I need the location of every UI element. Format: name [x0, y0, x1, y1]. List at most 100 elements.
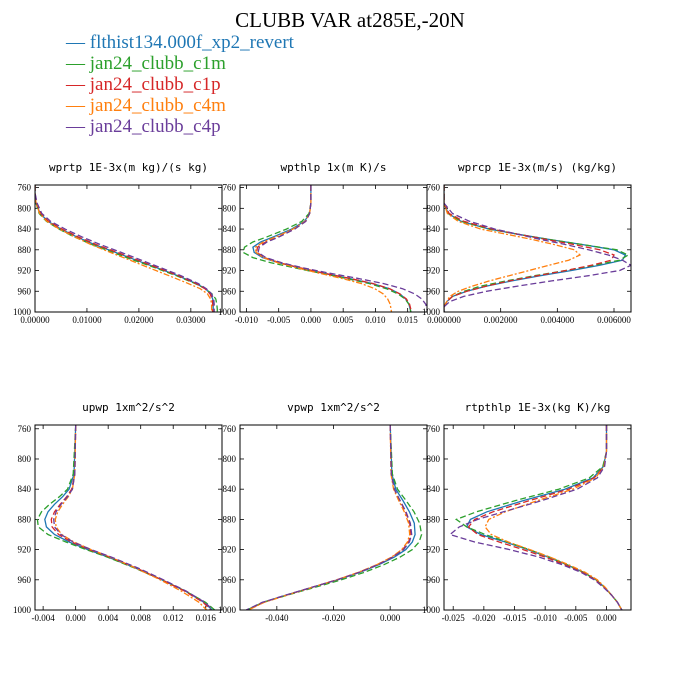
- panel-3: wprcp 1E-3x(m/s) (kg/kg) 760 800 840 880 920 9…: [422, 161, 632, 325]
- x-tick-label: 0.000000: [427, 315, 461, 325]
- x-tick-label: 0.015: [398, 315, 419, 325]
- y-tick-label: 960: [427, 575, 441, 585]
- x-tick-label: -0.020: [472, 613, 496, 623]
- panel-1: wprtp 1E-3x(m kg)/(s kg) 760 800 840 880 920 9…: [13, 161, 223, 325]
- legend-item: — jan24_clubb_c4m: [65, 95, 226, 116]
- x-tick-label: -0.040: [265, 613, 289, 623]
- y-tick-label: 840: [427, 224, 441, 234]
- plot-frame: [443, 424, 632, 611]
- y-tick-label: 920: [223, 266, 237, 276]
- y-tick-label: 960: [18, 286, 32, 296]
- series-line: [254, 185, 393, 312]
- x-tick-label: 0.005: [333, 315, 354, 325]
- series-line: [448, 425, 623, 610]
- y-tick-label: 800: [18, 203, 32, 213]
- y-tick-label: 920: [223, 545, 237, 555]
- series-line: [54, 425, 208, 610]
- series-line: [245, 425, 413, 610]
- panel-title: rtpthlp 1E-3x(kg K)/kg: [465, 401, 611, 414]
- x-tick-label: 0.016: [196, 613, 217, 623]
- series-line: [35, 185, 214, 312]
- x-tick-label: 0.004000: [540, 315, 574, 325]
- y-tick-label: 840: [223, 484, 237, 494]
- x-tick-label: 0.008: [131, 613, 152, 623]
- figure-title: CLUBB VAR at285E,-20N: [235, 8, 465, 32]
- y-tick-label: 960: [18, 575, 32, 585]
- x-tick-label: -0.015: [503, 613, 527, 623]
- y-tick-label: 1000: [218, 307, 237, 317]
- y-tick-label: 920: [427, 266, 441, 276]
- x-tick-label: -0.005: [267, 315, 291, 325]
- x-tick-label: 0.000: [596, 613, 617, 623]
- y-tick-label: 840: [223, 224, 237, 234]
- panel-2: wpthlp 1x(m K)/s7608008408809209601000-0…: [218, 161, 428, 325]
- y-tick-label: 960: [427, 286, 441, 296]
- y-tick-label: 880: [18, 245, 32, 255]
- panel-title: wprcp 1E-3x(m/s) (kg/kg): [458, 161, 617, 174]
- panel-title: vpwp 1xm^2/s^2: [287, 401, 380, 414]
- series-line: [444, 185, 627, 312]
- x-tick-label: 0.000: [66, 613, 87, 623]
- series-line: [53, 425, 214, 610]
- y-tick-label: 880: [18, 514, 32, 524]
- series-line: [35, 185, 215, 312]
- y-tick-label: 760: [18, 183, 32, 193]
- y-tick-label: 1000: [422, 307, 441, 317]
- y-tick-label: 920: [18, 545, 32, 555]
- legend-item: — jan24_clubb_c4p: [65, 116, 221, 137]
- y-tick-label: 880: [427, 514, 441, 524]
- y-tick-label: 880: [427, 245, 441, 255]
- legend-item: — jan24_clubb_c1p: [65, 74, 221, 95]
- panel-title: wprtp 1E-3x(m kg)/(s kg): [49, 161, 208, 174]
- plot-frame: [239, 184, 428, 313]
- series-line: [242, 185, 412, 312]
- y-tick-label: 760: [427, 424, 441, 434]
- x-tick-label: 0.000: [380, 613, 401, 623]
- y-tick-label: 1000: [13, 307, 32, 317]
- y-tick-label: 960: [223, 286, 237, 296]
- series-line: [444, 185, 630, 312]
- series-line: [44, 425, 213, 610]
- x-tick-label: -0.004: [32, 613, 56, 623]
- y-tick-label: 760: [223, 424, 237, 434]
- x-tick-label: 0.03000: [176, 315, 206, 325]
- series-line: [444, 185, 582, 312]
- series-line: [35, 185, 214, 312]
- x-tick-label: -0.020: [322, 613, 346, 623]
- y-tick-label: 760: [18, 424, 32, 434]
- legend-item: — jan24_clubb_c1m: [65, 53, 226, 74]
- panel-4: upwp 1xm^2/s^2 760 800 840 880 920 960 1000-0.0…: [13, 401, 223, 623]
- x-tick-label: 0.02000: [124, 315, 154, 325]
- series-line: [256, 185, 413, 312]
- y-tick-label: 840: [18, 484, 32, 494]
- y-tick-label: 760: [427, 183, 441, 193]
- x-tick-label: 0.00000: [20, 315, 50, 325]
- x-tick-label: 0.01000: [72, 315, 102, 325]
- series-line: [467, 425, 623, 610]
- y-tick-label: 800: [427, 454, 441, 464]
- series-line: [36, 425, 216, 610]
- plot-frame: [239, 424, 428, 611]
- legend: — flthist134.000f_xp2_revert— jan24_club…: [65, 32, 295, 137]
- y-tick-label: 760: [223, 183, 237, 193]
- y-tick-label: 880: [223, 245, 237, 255]
- legend-item: — flthist134.000f_xp2_revert: [65, 32, 295, 53]
- y-tick-label: 800: [223, 454, 237, 464]
- y-tick-label: 840: [18, 224, 32, 234]
- series-line: [246, 425, 423, 610]
- x-tick-label: -0.010: [534, 613, 558, 623]
- series-line: [444, 185, 631, 312]
- series-line: [257, 185, 427, 312]
- y-tick-label: 920: [427, 545, 441, 555]
- y-tick-label: 800: [427, 203, 441, 213]
- x-tick-label: 0.000: [301, 315, 322, 325]
- panel-title: upwp 1xm^2/s^2: [82, 401, 175, 414]
- x-tick-label: 0.006000: [597, 315, 631, 325]
- x-tick-label: 0.010: [365, 315, 386, 325]
- series-line: [35, 185, 218, 312]
- panels-grid: wprtp 1E-3x(m kg)/(s kg) 760 800 840 880 920 9…: [13, 161, 632, 623]
- y-tick-label: 1000: [218, 605, 237, 615]
- series-line: [444, 185, 615, 312]
- x-tick-label: 0.012: [163, 613, 183, 623]
- y-tick-label: 960: [223, 575, 237, 585]
